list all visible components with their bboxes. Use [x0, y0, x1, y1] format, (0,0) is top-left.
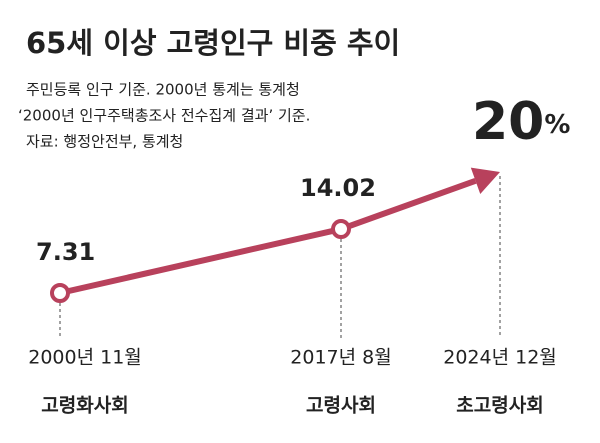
note: ‘2000년 인구주택총조사 전수집계 결과’ 기준.	[18, 107, 310, 125]
note: 자료: 행정안전부, 통계청	[26, 133, 183, 151]
chart-title: 65세 이상 고령인구 비중 추이	[26, 26, 400, 60]
value-unit: %	[544, 110, 570, 140]
x-tick-label: 2024년 12월	[443, 347, 557, 369]
value-number: 20	[472, 92, 544, 152]
data-point	[331, 219, 351, 240]
stage-label: 초고령사회	[456, 395, 543, 417]
stage-label: 고령사회	[306, 395, 376, 417]
arrow-head	[470, 167, 500, 194]
value-label: 20%	[472, 92, 570, 152]
x-tick-label: 2017년 8월	[290, 347, 391, 369]
value-label: 7.31	[36, 238, 95, 266]
data-point	[50, 283, 70, 303]
x-tick-label: 2000년 11월	[28, 347, 142, 369]
note: 주민등록 인구 기준. 2000년 통계는 통계청	[26, 81, 300, 99]
value-label: 14.02	[300, 174, 376, 202]
stage-label: 고령화사회	[41, 395, 128, 417]
